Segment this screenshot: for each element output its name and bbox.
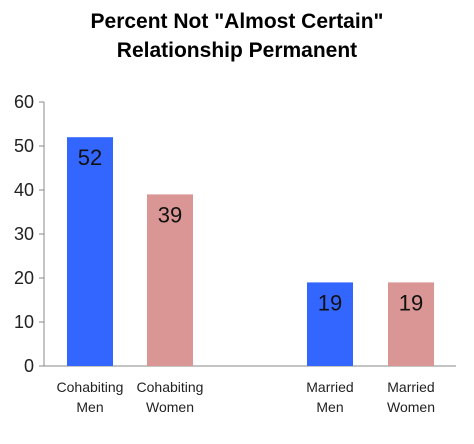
bar: [388, 282, 434, 366]
chart-title-line-2: Relationship Permanent: [116, 39, 358, 62]
bar: [147, 194, 193, 366]
y-tick-label: 20: [14, 268, 34, 288]
bar-value-label: 19: [399, 290, 423, 315]
bar-value-label: 39: [158, 202, 182, 227]
y-tick-label: 10: [14, 312, 34, 332]
y-tick-label: 30: [14, 224, 34, 244]
bar: [67, 137, 113, 366]
bar-value-label: 19: [318, 290, 342, 315]
bar-value-label: 52: [78, 145, 102, 170]
chart-title-line-1: Percent Not "Almost Certain": [90, 10, 384, 33]
category-label: Men: [316, 399, 343, 415]
category-label: Men: [76, 399, 103, 415]
y-tick-label: 0: [24, 356, 34, 376]
chart-title: Percent Not "Almost Certain" Relationshi…: [0, 7, 474, 65]
y-tick-label: 50: [14, 136, 34, 156]
category-label: Cohabiting: [57, 379, 124, 395]
y-tick-label: 60: [14, 92, 34, 112]
category-label: Cohabiting: [137, 379, 204, 395]
category-label: Married: [387, 379, 434, 395]
y-tick-label: 40: [14, 180, 34, 200]
category-label: Women: [146, 399, 194, 415]
bar: [307, 282, 353, 366]
category-label: Women: [387, 399, 435, 415]
category-label: Married: [306, 379, 353, 395]
